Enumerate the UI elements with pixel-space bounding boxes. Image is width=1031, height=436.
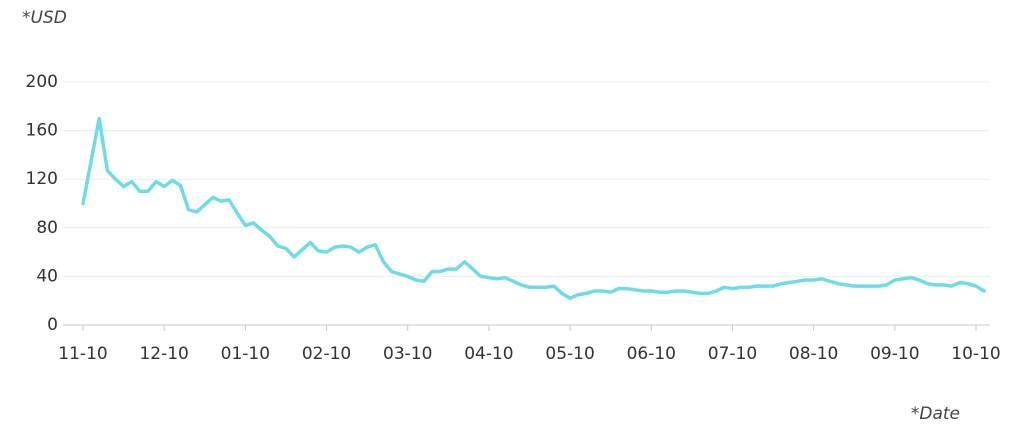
x-tick-label: 12-10	[139, 344, 188, 364]
x-tick-label: 02-10	[302, 344, 351, 364]
x-tick-label: 04-10	[464, 344, 513, 364]
x-tick-label: 09-10	[870, 344, 919, 364]
x-axis-title: *Date	[911, 404, 960, 424]
y-tick-label: 160	[26, 121, 58, 141]
y-tick-label: 0	[47, 315, 58, 335]
y-tick-label: 40	[36, 266, 58, 286]
y-tick-label: 200	[26, 72, 58, 92]
x-tick-label: 08-10	[789, 344, 838, 364]
x-tick-label: 06-10	[627, 344, 676, 364]
x-tick-label: 07-10	[708, 344, 757, 364]
x-tick-label: 03-10	[383, 344, 432, 364]
x-tick-label: 11-10	[58, 344, 107, 364]
x-tick-label: 05-10	[545, 344, 594, 364]
price-line	[81, 116, 986, 301]
y-axis-title: *USD	[22, 8, 67, 28]
x-tick-label: 10-10	[951, 344, 1000, 364]
y-tick-label: 120	[26, 169, 58, 189]
y-tick-label: 80	[36, 218, 58, 238]
x-tick-label: 01-10	[221, 344, 270, 364]
